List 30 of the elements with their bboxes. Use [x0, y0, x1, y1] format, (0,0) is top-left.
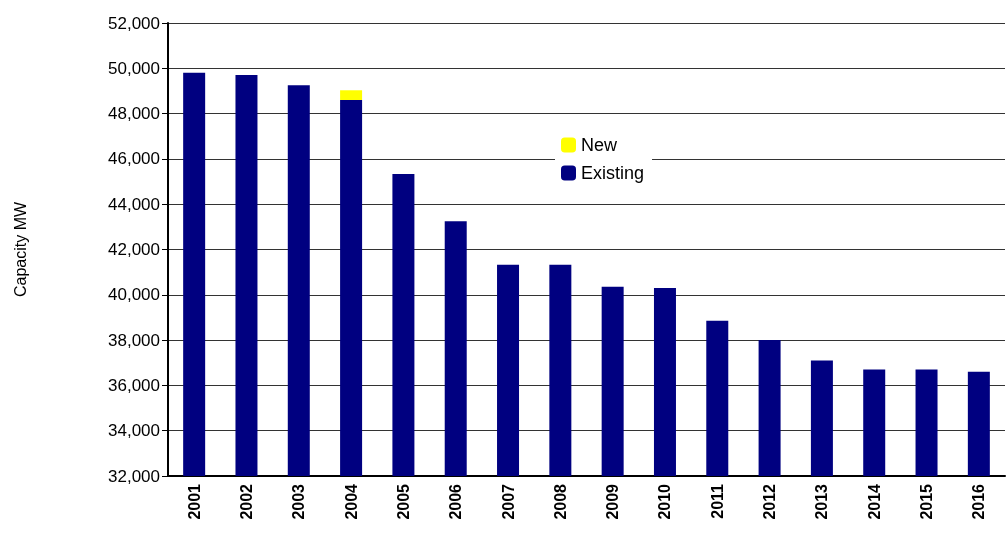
x-tick-label: 2004 — [342, 483, 360, 520]
y-tick-label: 36,000 — [108, 375, 160, 395]
x-tick-label: 2011 — [708, 483, 726, 519]
x-tick-label: 2002 — [237, 483, 255, 520]
legend-label: New — [581, 135, 619, 155]
y-tick-label: 42,000 — [108, 240, 160, 259]
y-axis-title: Capacity MW — [11, 201, 29, 298]
y-tick-label: 38,000 — [108, 330, 160, 350]
x-tick-label: 2008 — [551, 483, 569, 520]
x-tick-label: 2014 — [865, 483, 883, 520]
y-tick-label: 46,000 — [108, 149, 160, 169]
legend-label: Existing — [581, 163, 645, 183]
y-tick-label: 48,000 — [108, 104, 160, 124]
x-tick-label: 2016 — [970, 483, 988, 520]
x-tick-label: 2013 — [813, 483, 831, 520]
x-tick-label: 2009 — [604, 483, 622, 520]
x-tick-label: 2007 — [499, 483, 517, 520]
x-tick-label: 2001 — [185, 483, 203, 520]
y-tick-label: 40,000 — [108, 285, 160, 305]
x-tick-label: 2015 — [918, 483, 936, 520]
y-tick-label: 32,000 — [108, 466, 160, 486]
y-tick-label: 34,000 — [108, 421, 160, 441]
y-tick-label: 52,000 — [108, 13, 160, 33]
x-tick-label: 2003 — [290, 483, 308, 520]
y-tick-label: 50,000 — [108, 58, 160, 78]
x-tick-label: 2005 — [394, 483, 412, 520]
x-tick-label: 2006 — [447, 483, 465, 520]
x-tick-label: 2010 — [656, 483, 674, 520]
x-tick-label: 2012 — [761, 483, 779, 520]
y-tick-label: 44,000 — [108, 194, 160, 214]
